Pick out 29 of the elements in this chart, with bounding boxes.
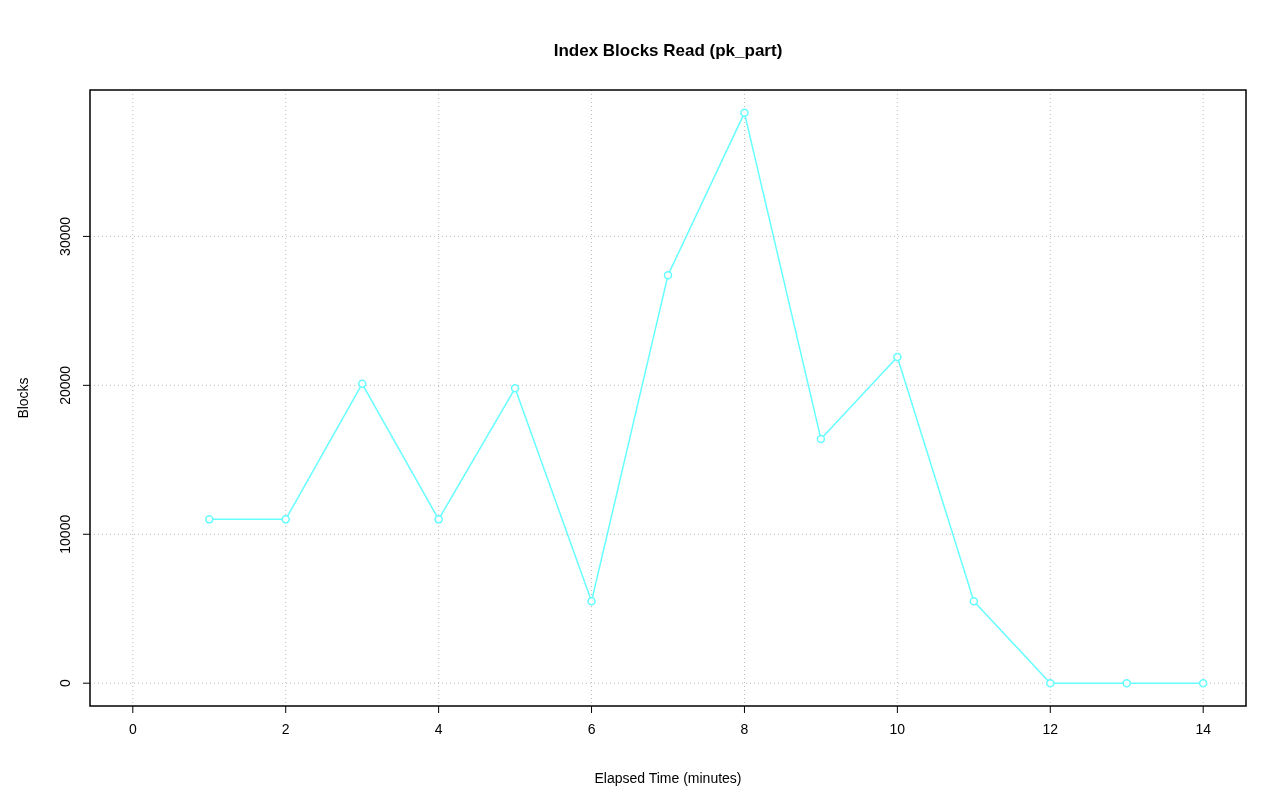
point (357, 379, 367, 389)
x-tick-label: 14 (1195, 721, 1212, 737)
point (510, 384, 520, 393)
point (969, 597, 979, 606)
x-tick-label: 2 (281, 721, 290, 737)
y-axis-title: Blocks (15, 377, 31, 419)
x-tick-label: 12 (1042, 721, 1059, 737)
x-axis-title: Elapsed Time (minutes) (594, 770, 742, 786)
point (281, 515, 290, 524)
y-tick-label: 10000 (57, 514, 73, 554)
point (1046, 678, 1055, 688)
chart-title: Index Blocks Read (pk_part) (553, 41, 783, 60)
x-tick-label: 6 (587, 721, 596, 737)
y-tick-label: 20000 (57, 365, 73, 405)
y-tick-label: 0 (57, 679, 73, 688)
point (663, 270, 673, 280)
point (205, 515, 214, 524)
point (740, 108, 749, 118)
x-tick-label: 10 (889, 721, 906, 737)
point (893, 352, 902, 362)
x-tick-label: 8 (740, 721, 749, 737)
x-tick-label: 0 (128, 721, 137, 737)
point (587, 597, 596, 606)
point (434, 515, 443, 524)
point (816, 434, 826, 444)
y-tick-label: 30000 (57, 216, 73, 256)
x-tick-label: 4 (434, 721, 443, 737)
point (1198, 678, 1208, 688)
point (1122, 678, 1131, 688)
